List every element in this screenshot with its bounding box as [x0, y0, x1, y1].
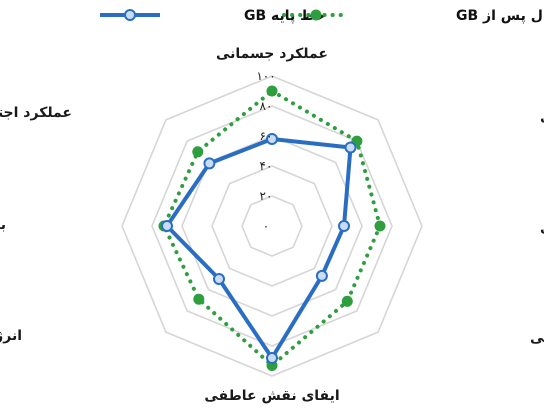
tick-label: ۸۰ [260, 99, 273, 113]
legend: خط پایه GBیکسال پس از GB [100, 8, 544, 24]
axis-label: ایفای نقش عاطفی [204, 388, 339, 404]
legend-marker-followup [310, 9, 322, 21]
series-0-point [266, 133, 278, 145]
series-0-point [213, 273, 225, 285]
series-1-point [192, 146, 204, 158]
tick-label-layer: ۰ ۲۰ ۴۰ ۶۰ ۸۰ ۱۰۰ [256, 69, 275, 233]
legend-label-followup: یکسال پس از GB [456, 8, 544, 24]
axis-label: عملکرد جسمانی [216, 46, 328, 62]
axis-label: درد بدنی [540, 220, 544, 236]
series-0-point [338, 220, 350, 232]
axis-label: بهزیستی هیجانی [0, 217, 6, 233]
series-layer [158, 85, 386, 371]
axis-label: عملکرد اجتماعی [0, 105, 72, 121]
legend-marker-baseline [124, 9, 136, 21]
series-1-point [266, 85, 278, 97]
series-0-point [266, 352, 278, 364]
grid-ring-20 [241, 195, 303, 257]
tick-label: ۱۰۰ [256, 69, 275, 83]
grid-ring-40 [211, 165, 333, 287]
series-1-point [341, 295, 353, 307]
axis-label: انرژی/خستگی [0, 327, 22, 344]
tick-label: ۴۰ [260, 159, 273, 173]
series-1-point [193, 293, 205, 305]
grid-ring-100 [121, 75, 423, 377]
tick-label: ۲۰ [260, 189, 273, 203]
tick-label: ۶۰ [260, 129, 273, 143]
series-0-point [203, 157, 216, 170]
series-0-point [344, 141, 357, 154]
series-0-point [161, 220, 173, 232]
axis-label: سلامت عمومی [530, 330, 544, 346]
series-0-point [315, 269, 328, 282]
axis-label-layer: عملکرد جسمانی ایفای نقش جسمانی درد بدنی سلا… [0, 46, 544, 404]
series-1-point [374, 220, 386, 232]
tick-label: ۰ [263, 219, 269, 233]
axis-label: ایفای نقش جسمانی [540, 109, 544, 125]
grid-ring-80 [151, 105, 393, 347]
series-line-1 [162, 89, 382, 368]
grid-layer [121, 75, 423, 377]
grid-ring-60 [181, 135, 363, 317]
